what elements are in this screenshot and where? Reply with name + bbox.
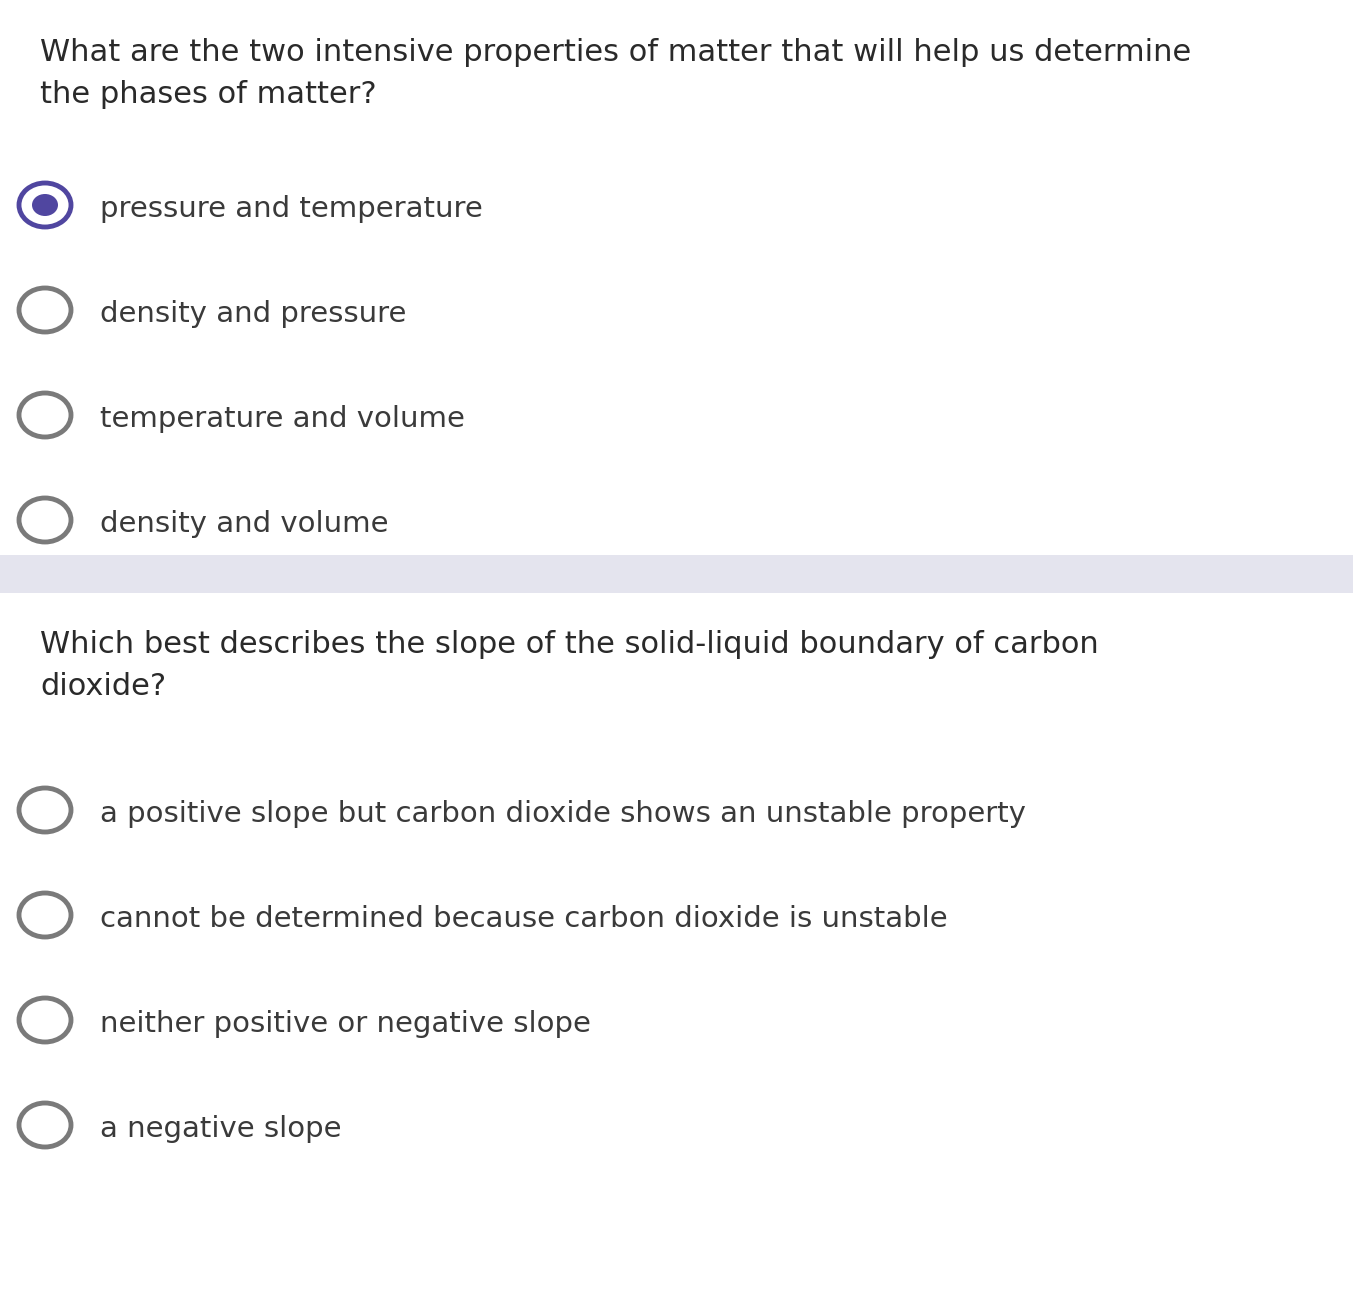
Text: cannot be determined because carbon dioxide is unstable: cannot be determined because carbon diox…	[100, 905, 947, 933]
Bar	[0, 555, 1353, 594]
Text: temperature and volume: temperature and volume	[100, 405, 465, 433]
Text: density and volume: density and volume	[100, 511, 388, 538]
Text: What are the two intensive properties of matter that will help us determine
the : What are the two intensive properties of…	[41, 38, 1191, 109]
Text: pressure and temperature: pressure and temperature	[100, 195, 483, 222]
Text: neither positive or negative slope: neither positive or negative slope	[100, 1009, 591, 1038]
Text: Which best describes the slope of the solid-liquid boundary of carbon
dioxide?: Which best describes the slope of the so…	[41, 630, 1099, 700]
Text: a negative slope: a negative slope	[100, 1115, 341, 1144]
Text: density and pressure: density and pressure	[100, 300, 406, 328]
Ellipse shape	[32, 193, 58, 216]
Text: a positive slope but carbon dioxide shows an unstable property: a positive slope but carbon dioxide show…	[100, 800, 1026, 828]
